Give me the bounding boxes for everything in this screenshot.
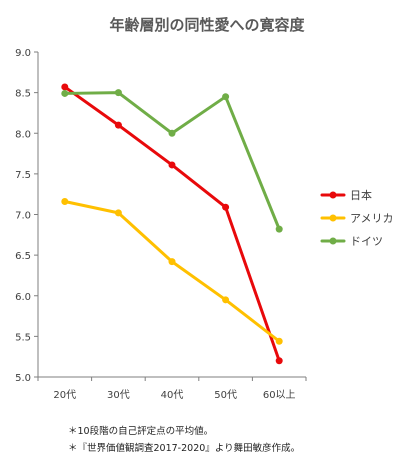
data-point — [168, 161, 176, 169]
y-tick-label: 6.0 — [15, 292, 31, 303]
legend-marker — [329, 191, 337, 199]
data-point — [61, 89, 69, 97]
data-point — [61, 198, 69, 205]
data-point — [114, 89, 122, 97]
legend-label: ドイツ — [350, 235, 383, 248]
y-tick-label: 5.0 — [15, 373, 31, 384]
data-point — [222, 93, 230, 101]
footnote-source: ＊『世界価値観調査2017-2020』より舞田敏彦作成。 — [68, 443, 301, 454]
data-point — [168, 258, 176, 266]
data-point — [222, 203, 230, 211]
y-tick-label: 8.0 — [15, 129, 31, 140]
legend-item: アメリカ — [320, 212, 393, 225]
y-tick-label: 6.5 — [15, 251, 31, 262]
data-point — [114, 209, 122, 217]
footnote-scale: ＊10段階の自己評定点の平均値。 — [68, 426, 214, 437]
y-tick-label: 5.5 — [15, 332, 31, 343]
legend-label: 日本 — [350, 188, 372, 202]
data-point — [222, 296, 230, 304]
series-line-0 — [63, 85, 281, 363]
legend-marker — [329, 214, 337, 222]
legend-item: ドイツ — [320, 235, 383, 248]
x-tick-label: 30代 — [107, 389, 130, 401]
legend-label: アメリカ — [350, 212, 393, 225]
x-tick-label: 60以上 — [263, 389, 296, 401]
x-tick-label: 40代 — [161, 389, 184, 401]
x-tick-label: 20代 — [53, 389, 76, 401]
data-point — [275, 225, 283, 233]
data-point — [168, 129, 176, 137]
legend-item: 日本 — [320, 188, 372, 202]
y-tick-label: 7.5 — [15, 170, 31, 181]
y-tick-label: 7.0 — [15, 211, 31, 222]
data-point — [275, 337, 283, 345]
data-point — [275, 357, 283, 365]
y-tick-label: 9.0 — [15, 48, 31, 59]
chart-title: 年齢層別の同性愛への寛容度 — [109, 16, 305, 34]
y-tick-label: 8.5 — [15, 89, 31, 100]
data-point — [114, 121, 122, 129]
data-point — [61, 83, 69, 91]
x-tick-label: 50代 — [214, 389, 237, 401]
legend-marker — [329, 237, 337, 245]
